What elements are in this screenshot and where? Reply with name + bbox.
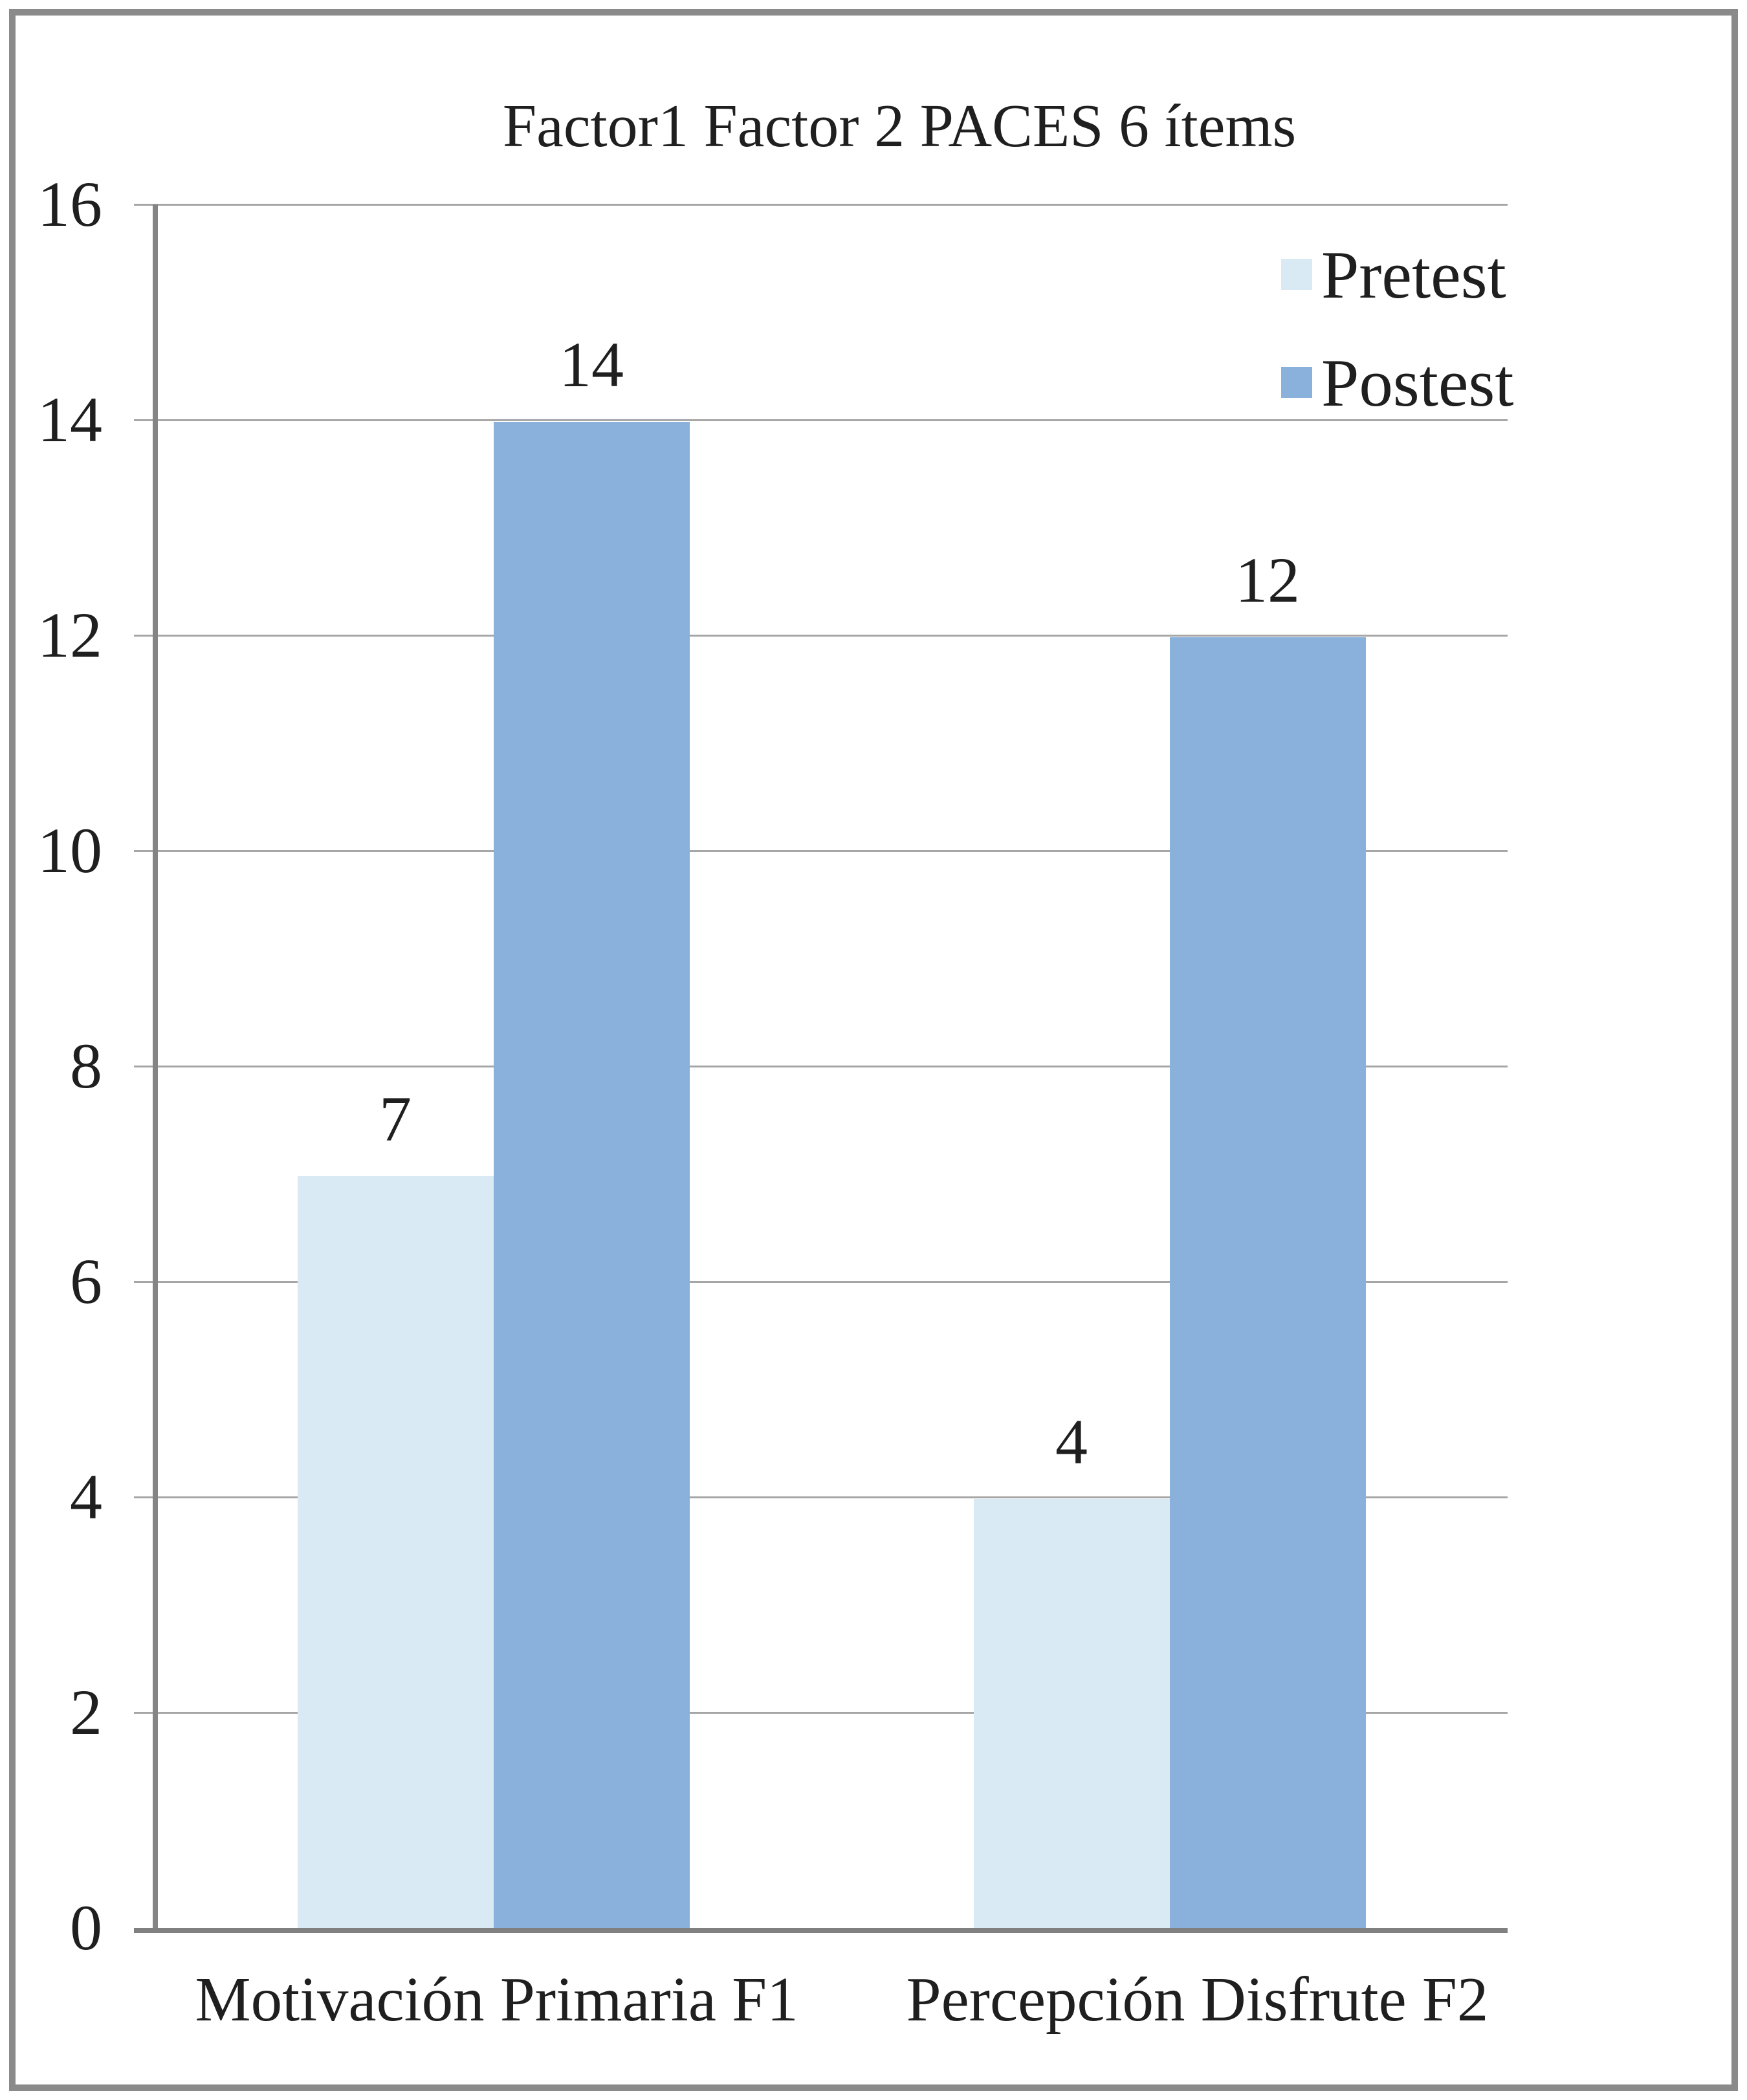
y-gridline-14 (134, 419, 1508, 421)
bar-pretest-1 (297, 1176, 494, 1928)
y-gridline-16 (134, 203, 1508, 206)
x-axis-line (134, 1928, 1508, 1933)
bar-value-label-pretest-2: 4 (1055, 1406, 1088, 1478)
y-tick-label-6: 6 (70, 1245, 102, 1317)
bar-postest-1 (493, 422, 690, 1928)
legend-label-postest: Postest (1321, 345, 1514, 421)
legend-swatch-pretest (1281, 259, 1312, 290)
y-tick-label-8: 8 (70, 1030, 102, 1102)
bar-pretest-2 (973, 1499, 1170, 1928)
y-gridline-8 (134, 1065, 1508, 1067)
y-gridline-10 (134, 849, 1508, 852)
legend-label-pretest: Pretest (1321, 237, 1506, 312)
y-tick-label-2: 2 (70, 1676, 102, 1748)
y-gridline-2 (134, 1711, 1508, 1714)
y-gridline-4 (134, 1496, 1508, 1498)
y-tick-label-0: 0 (70, 1892, 102, 1963)
chart-frame-border (9, 9, 1738, 2091)
category-label-1: Motivación Primaria F1 (195, 1965, 798, 2034)
y-tick-label-16: 16 (38, 168, 102, 240)
y-tick-label-12: 12 (38, 599, 102, 671)
chart-title: Factor1 Factor 2 PACES 6 ítems (502, 93, 1297, 160)
y-tick-label-4: 4 (70, 1461, 102, 1533)
category-label-2: Percepción Disfrute F2 (906, 1965, 1489, 2034)
y-gridline-12 (134, 634, 1508, 637)
legend-swatch-postest (1281, 367, 1312, 398)
y-axis-line (153, 204, 158, 1933)
y-tick-label-10: 10 (38, 815, 102, 886)
bar-value-label-postest-1: 14 (559, 329, 624, 400)
bar-value-label-postest-2: 12 (1235, 544, 1300, 616)
bar-value-label-pretest-1: 7 (379, 1082, 412, 1155)
bar-postest-2 (1169, 637, 1366, 1928)
y-gridline-6 (134, 1280, 1508, 1283)
y-tick-label-14: 14 (38, 384, 102, 455)
